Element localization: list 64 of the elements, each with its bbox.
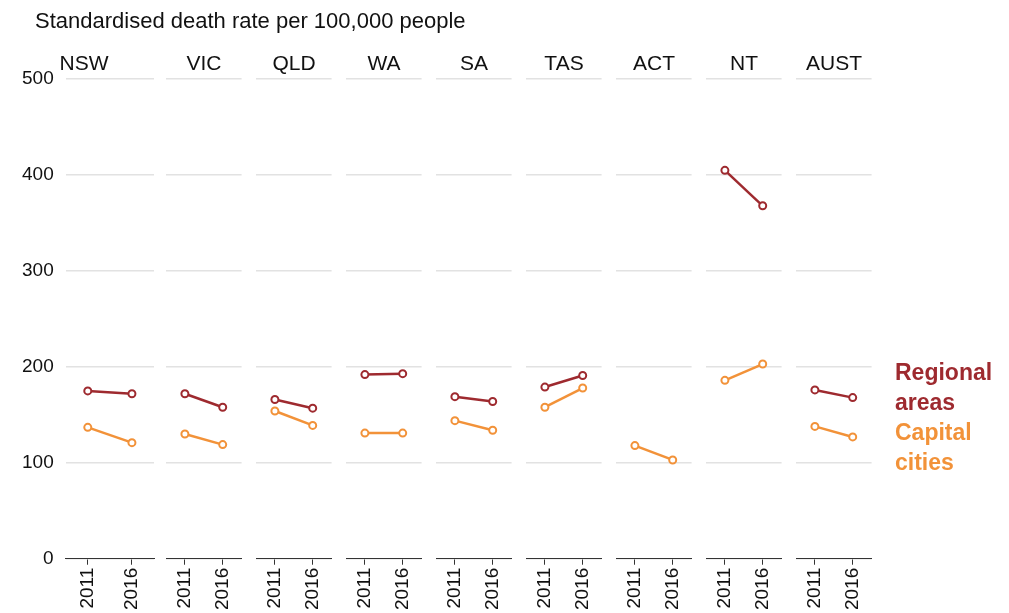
point: [180, 429, 190, 439]
point: [308, 420, 318, 430]
x-tick-label: 2011: [533, 567, 555, 609]
point: [270, 406, 280, 416]
point: [308, 403, 318, 413]
y-tick-label: 300: [22, 259, 54, 281]
chart-title: VIC: [186, 51, 222, 75]
point: [758, 359, 768, 369]
x-tick-label: 2016: [390, 567, 412, 611]
chart-title: SA: [459, 51, 489, 75]
point: [218, 440, 228, 450]
x-tick-label: 2011: [263, 567, 285, 609]
y-tick-label: 0: [43, 546, 54, 568]
point: [540, 402, 550, 412]
y-tick-label: 500: [22, 67, 54, 89]
y-tick-label: 200: [22, 355, 54, 377]
chart-title: ACT: [633, 51, 676, 75]
point: [127, 438, 137, 448]
point: [810, 385, 820, 395]
point: [810, 421, 820, 431]
x-tick-label: 2011: [803, 567, 825, 609]
x-tick-label: 2016: [660, 567, 682, 611]
y-tick-label: 400: [22, 163, 54, 185]
x-tick-label: 2011: [623, 567, 645, 609]
x-tick-label: 2016: [570, 567, 592, 611]
x-tick-label: 2011: [76, 567, 98, 609]
x-tick-label: 2016: [210, 567, 232, 611]
y-axis-title: Standardised death rate per 100,000 people: [35, 8, 466, 34]
series-label: Capital cities: [895, 418, 973, 478]
point: [488, 425, 498, 435]
x-tick-label: 2016: [480, 567, 502, 611]
point: [450, 392, 460, 402]
point: [720, 375, 730, 385]
x-tick-label: 2016: [840, 567, 862, 611]
chart-title: WA: [367, 51, 401, 75]
chart-title: AUST: [805, 51, 863, 75]
point: [578, 383, 588, 393]
point: [450, 416, 460, 426]
x-tick-label: 2016: [750, 567, 772, 611]
x-tick-label: 2016: [300, 567, 322, 611]
point: [848, 432, 858, 442]
y-tick-label: 100: [22, 451, 54, 473]
x-tick-label: 2011: [713, 567, 735, 609]
point: [540, 382, 550, 392]
point: [848, 393, 858, 403]
point: [578, 371, 588, 381]
point: [720, 165, 730, 175]
chart-title: NSW: [59, 51, 109, 75]
point: [270, 395, 280, 405]
point: [83, 422, 93, 432]
point: [127, 389, 137, 399]
x-tick-label: 2011: [353, 567, 375, 609]
point: [758, 201, 768, 211]
series-label: Regional areas: [895, 358, 994, 418]
chart-title: TAS: [544, 51, 584, 75]
chart-title: NT: [730, 51, 759, 75]
point: [488, 396, 498, 406]
x-tick-label: 2011: [443, 567, 465, 609]
point: [83, 386, 93, 396]
point: [180, 389, 190, 399]
x-tick-label: 2016: [120, 567, 142, 611]
x-tick-label: 2011: [173, 567, 195, 609]
point: [218, 402, 228, 412]
chart-title: QLD: [272, 51, 316, 75]
